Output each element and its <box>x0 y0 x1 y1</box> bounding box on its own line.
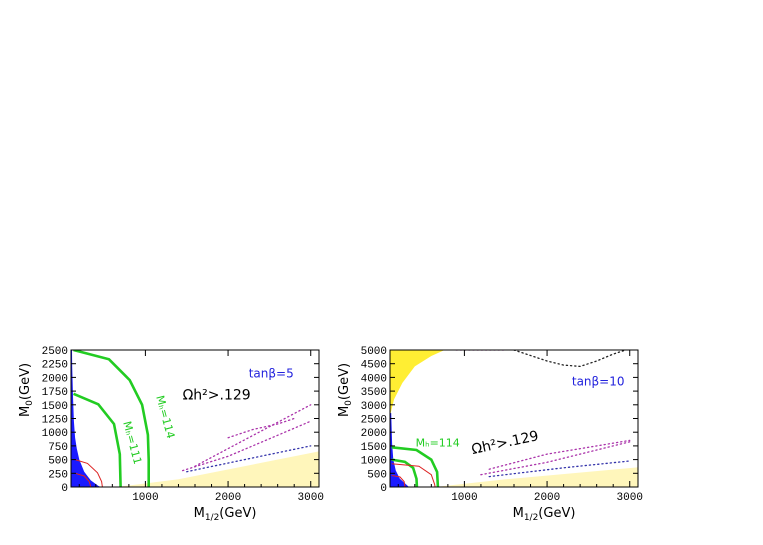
x-tick-label: 3000 <box>298 492 324 504</box>
series-red-contour <box>74 472 92 487</box>
y-tick-label: 2250 <box>42 360 68 372</box>
series-dotted-boundary <box>480 441 631 476</box>
annotation: Ωh²>.129 <box>183 387 251 403</box>
x-tick-label: 1000 <box>451 492 477 504</box>
y-tick-label: 1500 <box>361 442 387 454</box>
y-tick-label: 750 <box>48 442 68 454</box>
annotation: Mₕ=114 <box>416 436 460 449</box>
y-axis-label: M0(GeV) <box>18 363 35 417</box>
chart-panel-tanb10: 0500100015002000250030003500400045005000… <box>337 346 643 523</box>
x-tick-label: 2000 <box>215 492 241 504</box>
plot-area <box>390 350 638 487</box>
annotation: Mₕ=111 <box>120 420 144 466</box>
series-dotted-boundary <box>181 420 312 472</box>
y-tick-label: 1000 <box>42 428 68 440</box>
chart-panel-tanb5: 0250500750100012501500175020002250250010… <box>18 346 324 523</box>
y-tick-label: 3000 <box>361 401 387 413</box>
series-dotted-boundary <box>227 417 295 439</box>
series-higgs-mass-contour <box>73 350 150 487</box>
x-axis-label: M1/2(GeV) <box>194 506 257 523</box>
series-excluded-region-yellow <box>71 451 319 487</box>
y-tick-label: 2500 <box>42 346 68 358</box>
y-tick-label: 3500 <box>361 387 387 399</box>
series-higgs-mass-contour <box>391 446 440 487</box>
y-tick-label: 5000 <box>361 346 387 358</box>
y-tick-label: 500 <box>48 456 68 468</box>
plot-frame <box>389 349 639 488</box>
y-tick-label: 2500 <box>361 415 387 427</box>
y-tick-label: 1000 <box>361 456 387 468</box>
annotation: Mₕ=114 <box>153 394 177 440</box>
series-higgs-mass-contour <box>72 392 122 487</box>
y-tick-label: 1750 <box>42 387 68 399</box>
x-tick-label: 2000 <box>534 492 560 504</box>
series-dotted-boundary <box>488 460 631 478</box>
series-red-contour <box>391 463 436 487</box>
series-excluded-region-yellow-top <box>390 350 445 416</box>
y-tick-label: 1250 <box>42 415 68 427</box>
y-tick-label: 250 <box>48 469 68 481</box>
series-red-contour <box>391 475 406 487</box>
y-tick-label: 0 <box>380 483 387 495</box>
annotation: Ωh²>.129 <box>470 428 540 458</box>
y-tick-label: 2000 <box>361 428 387 440</box>
series-excluded-region-blue <box>390 413 409 487</box>
y-tick-label: 4500 <box>361 360 387 372</box>
series-dotted-boundary <box>488 439 631 470</box>
series-higgs-mass-contour <box>391 458 419 487</box>
x-axis-label: M1/2(GeV) <box>513 506 576 523</box>
y-axis-label: M0(GeV) <box>337 363 354 417</box>
y-tick-label: 2000 <box>42 373 68 385</box>
x-tick-label: 3000 <box>617 492 643 504</box>
annotation: tanβ=5 <box>249 366 294 380</box>
series-dotted-boundary <box>186 445 312 473</box>
series-excluded-region-yellow <box>390 467 638 487</box>
series-red-contour <box>74 459 103 487</box>
y-tick-label: 1500 <box>42 401 68 413</box>
y-tick-label: 500 <box>367 469 387 481</box>
annotation: tanβ=10 <box>572 375 625 389</box>
y-tick-label: 0 <box>61 483 68 495</box>
y-tick-label: 4000 <box>361 373 387 385</box>
x-tick-label: 1000 <box>132 492 158 504</box>
series-dotted-boundary-top <box>513 350 627 368</box>
